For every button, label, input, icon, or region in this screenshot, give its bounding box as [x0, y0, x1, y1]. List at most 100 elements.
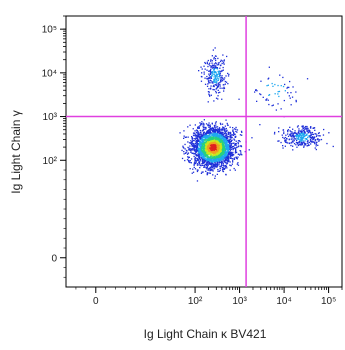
event-dot: [225, 154, 228, 156]
event-dot: [218, 153, 220, 155]
event-dot: [211, 74, 213, 77]
event-dot: [207, 83, 209, 85]
event-dot: [203, 149, 205, 151]
event-dot: [231, 158, 233, 160]
event-dot: [229, 142, 231, 144]
event-dot: [210, 144, 212, 147]
event-dot: [214, 47, 216, 49]
event-dot: [218, 62, 220, 64]
event-dot: [194, 144, 196, 146]
event-dot: [221, 161, 224, 163]
event-dot: [226, 144, 229, 146]
event-dot: [212, 66, 214, 68]
event-dot: [210, 152, 212, 154]
event-dot: [226, 124, 229, 126]
event-dot: [219, 143, 221, 145]
event-dot: [298, 142, 300, 144]
event-dot: [292, 145, 294, 147]
plot-frame: [65, 15, 343, 288]
event-dot: [214, 157, 216, 160]
event-dot: [191, 136, 193, 138]
event-dot: [215, 128, 217, 130]
event-dot: [218, 73, 221, 75]
event-dot: [206, 85, 209, 87]
event-dot: [233, 142, 235, 144]
event-dot: [306, 78, 309, 80]
event-dot: [215, 121, 217, 123]
event-dot: [281, 134, 283, 136]
event-dot: [225, 146, 227, 148]
event-dot: [199, 157, 201, 160]
event-dot: [199, 151, 201, 153]
event-dot: [199, 155, 202, 157]
event-dot: [212, 152, 215, 155]
event-dot: [207, 156, 209, 158]
event-dot: [302, 135, 304, 137]
event-dot: [303, 129, 305, 132]
event-dot: [194, 152, 196, 154]
event-dot: [284, 83, 286, 86]
event-dot: [288, 142, 290, 144]
event-dot: [206, 131, 208, 133]
event-dot: [207, 164, 209, 166]
event-dot: [301, 126, 304, 128]
event-dot: [212, 133, 214, 136]
event-dot: [229, 146, 232, 148]
event-dot: [201, 148, 203, 151]
event-dot: [210, 137, 212, 139]
event-dot: [219, 129, 221, 131]
event-dot: [218, 160, 220, 162]
event-dot: [231, 136, 233, 138]
event-dot: [227, 83, 229, 85]
event-dot: [313, 141, 315, 143]
event-dot: [302, 125, 304, 127]
event-dot: [203, 150, 205, 152]
event-dot: [192, 132, 195, 134]
event-dot: [212, 156, 214, 158]
event-dot: [223, 168, 226, 170]
event-dot: [207, 91, 210, 93]
event-dot: [307, 127, 309, 130]
event-dot: [223, 86, 225, 88]
event-dot: [211, 60, 213, 62]
event-dot: [229, 164, 231, 166]
event-dot: [207, 159, 209, 161]
y-axis-ticks: 0 10² 10³ 10⁴ 10⁵: [42, 15, 66, 278]
event-dot: [220, 146, 223, 149]
event-dot: [298, 128, 300, 130]
event-dot: [314, 129, 316, 131]
event-dot: [300, 141, 303, 144]
event-dot: [205, 137, 207, 139]
event-dot: [213, 129, 215, 131]
event-dot: [200, 142, 202, 144]
event-dot: [222, 153, 224, 155]
event-dot: [217, 152, 219, 154]
event-dot: [201, 149, 203, 151]
event-dot: [203, 164, 205, 167]
event-dot: [221, 154, 223, 156]
event-dot: [200, 123, 203, 125]
event-dot: [217, 83, 219, 85]
event-dot: [223, 135, 225, 137]
event-dot: [224, 77, 226, 79]
event-dot: [223, 127, 225, 130]
event-dot: [213, 147, 215, 149]
event-dot: [207, 65, 209, 68]
event-dot: [235, 150, 237, 152]
event-dot: [226, 162, 229, 164]
event-dot: [218, 127, 221, 129]
event-dot: [256, 90, 258, 92]
event-dot: [299, 133, 301, 135]
event-dot: [209, 133, 211, 135]
event-dot: [214, 84, 216, 86]
event-dot: [191, 144, 194, 146]
event-dot: [208, 75, 211, 77]
event-dot: [218, 159, 220, 161]
event-dot: [213, 89, 215, 91]
event-dot: [215, 164, 217, 167]
event-dot: [211, 142, 213, 144]
event-dot: [216, 155, 218, 157]
event-dot: [233, 132, 235, 134]
event-dot: [204, 165, 206, 167]
event-dot: [213, 139, 215, 142]
